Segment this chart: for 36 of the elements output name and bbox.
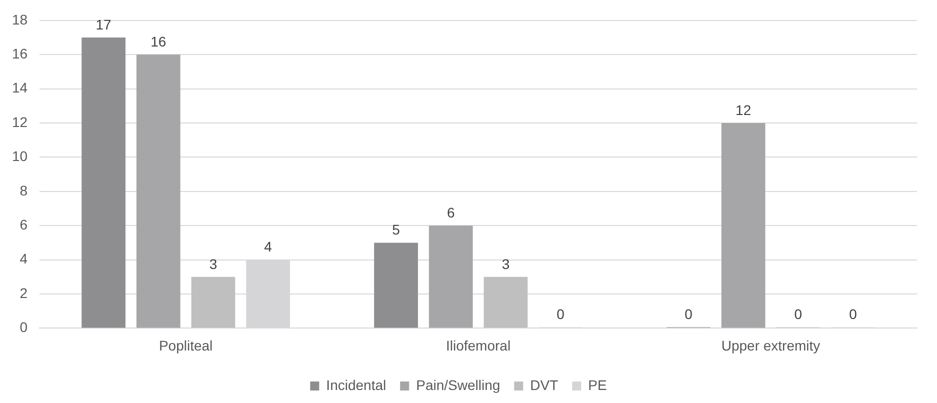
y-tick-label: 18 <box>12 11 28 28</box>
bar <box>484 276 528 328</box>
data-label: 6 <box>446 204 455 220</box>
legend-label: Incidental <box>326 376 386 393</box>
legend-label: DVT <box>530 376 559 393</box>
y-tick-label: 6 <box>20 216 28 232</box>
data-label: 3 <box>209 256 218 272</box>
data-label: 0 <box>794 306 802 322</box>
data-label: 0 <box>556 306 565 322</box>
data-label: 17 <box>96 16 112 32</box>
data-label: 12 <box>736 102 752 118</box>
x-tick-label: Iliofemoral <box>446 337 511 354</box>
bar <box>374 242 418 328</box>
y-tick-label: 16 <box>12 45 28 62</box>
bar <box>191 276 236 328</box>
y-tick-label: 4 <box>20 250 28 267</box>
bar <box>428 226 473 328</box>
data-label: 5 <box>392 222 400 238</box>
data-label: 0 <box>684 306 693 322</box>
y-tick-label: 0 <box>20 319 28 336</box>
bar <box>721 123 766 328</box>
x-tick-label: Upper extremity <box>721 337 820 354</box>
y-tick-label: 14 <box>12 80 28 96</box>
data-label: 4 <box>264 238 272 255</box>
y-tick-label: 10 <box>12 148 28 164</box>
y-tick-label: 12 <box>12 114 28 130</box>
y-tick-label: 8 <box>20 182 28 198</box>
y-tick-label: 2 <box>20 284 28 301</box>
legend-label: Pain/Swelling <box>416 376 500 393</box>
data-label: 0 <box>849 306 858 322</box>
data-label: 3 <box>502 256 510 272</box>
bar <box>82 38 126 328</box>
x-tick-label: Popliteal <box>158 337 213 354</box>
data-label: 16 <box>150 33 166 50</box>
bar <box>136 54 180 328</box>
legend-label: PE <box>588 376 607 393</box>
